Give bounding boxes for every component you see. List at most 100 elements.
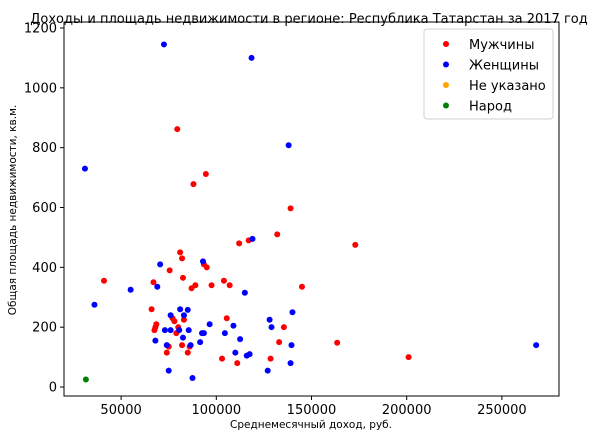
x-axis-label: Среднемесячный доход, руб. <box>230 419 392 431</box>
data-point-series-0 <box>287 205 294 212</box>
data-point-series-1 <box>167 312 174 319</box>
data-point-series-0 <box>153 321 160 328</box>
data-point-series-1 <box>167 327 174 334</box>
data-point-series-1 <box>179 334 186 341</box>
data-point-series-0 <box>163 349 170 356</box>
y-tick-label: 400 <box>32 261 57 276</box>
data-point-series-1 <box>81 165 88 172</box>
data-point-series-1 <box>163 342 170 349</box>
data-point-series-1 <box>127 286 134 293</box>
x-tick-label: 50000 <box>100 403 141 418</box>
legend-box <box>423 28 554 120</box>
data-point-series-1 <box>197 339 204 346</box>
chart-title: Доходы и площадь недвижимости в регионе:… <box>30 12 588 27</box>
data-point-series-1 <box>180 312 187 319</box>
data-point-series-1 <box>184 306 191 313</box>
data-point-series-0 <box>276 339 283 346</box>
legend-marker <box>443 61 449 68</box>
data-point-series-0 <box>220 277 227 284</box>
data-point-series-0 <box>226 282 233 289</box>
data-point-series-0 <box>219 355 226 362</box>
data-point-series-1 <box>189 375 196 382</box>
legend-label: Не указано <box>469 79 546 94</box>
legend-marker <box>443 102 449 109</box>
data-point-series-1 <box>241 289 248 296</box>
data-point-series-0 <box>274 231 281 238</box>
data-point-series-1 <box>248 54 255 61</box>
y-tick-label: 600 <box>32 201 57 216</box>
x-tick-label: 100000 <box>191 403 241 418</box>
data-point-series-1 <box>177 306 184 313</box>
data-point-series-1 <box>285 142 292 149</box>
data-point-series-1 <box>154 283 161 290</box>
x-tick-label: 150000 <box>287 403 337 418</box>
data-point-series-1 <box>176 327 183 334</box>
y-tick-label: 1000 <box>24 81 57 96</box>
data-point-series-1 <box>237 336 244 343</box>
y-tick-label: 0 <box>49 381 57 396</box>
legend-label: Народ <box>469 100 512 115</box>
data-point-series-0 <box>298 283 305 290</box>
plot-points <box>81 41 540 383</box>
legend-label: Женщины <box>469 59 539 74</box>
data-point-series-0 <box>236 240 243 247</box>
data-point-series-1 <box>165 367 172 374</box>
y-tick-label: 200 <box>32 321 57 336</box>
data-point-series-0 <box>100 277 107 284</box>
y-axis: 0 200 400 600 800 1000 1200 <box>24 21 64 396</box>
data-point-series-0 <box>150 279 157 286</box>
data-point-series-3 <box>82 376 89 383</box>
data-point-series-0 <box>177 249 184 256</box>
data-point-series-0 <box>171 318 178 325</box>
data-point-series-0 <box>179 342 186 349</box>
data-point-series-0 <box>180 316 187 323</box>
data-point-series-1 <box>185 327 192 334</box>
y-tick-label: 800 <box>32 141 57 156</box>
data-point-series-0 <box>202 170 209 177</box>
data-point-series-1 <box>152 337 159 344</box>
data-point-series-1 <box>187 342 194 349</box>
data-point-series-1 <box>91 301 98 308</box>
legend-label: Мужчины <box>469 38 535 53</box>
data-point-series-1 <box>266 316 273 323</box>
data-point-series-1 <box>160 41 167 48</box>
data-point-series-1 <box>287 360 294 367</box>
data-point-series-1 <box>206 321 213 328</box>
data-point-series-1 <box>221 330 228 337</box>
data-point-series-1 <box>268 324 275 331</box>
x-tick-label: 250000 <box>477 403 527 418</box>
data-point-series-1 <box>200 330 207 337</box>
data-point-series-1 <box>232 349 239 356</box>
y-tick-label: 1200 <box>24 21 57 36</box>
data-point-series-1 <box>246 351 253 358</box>
data-point-series-1 <box>161 327 168 334</box>
data-point-series-1 <box>249 235 256 242</box>
legend-marker <box>443 41 449 47</box>
data-point-series-0 <box>352 241 359 248</box>
data-point-series-0 <box>179 274 186 281</box>
data-point-series-0 <box>234 360 241 367</box>
data-point-series-0 <box>223 315 230 322</box>
data-point-series-1 <box>264 367 271 374</box>
data-point-series-1 <box>157 261 164 268</box>
data-point-series-0 <box>148 306 155 313</box>
data-point-series-0 <box>166 267 173 274</box>
data-point-series-0 <box>192 282 199 289</box>
data-point-series-0 <box>190 181 197 188</box>
data-point-series-1 <box>289 309 296 316</box>
data-point-series-0 <box>267 355 274 362</box>
legend-marker <box>443 82 449 88</box>
data-point-series-1 <box>288 342 295 349</box>
data-point-series-0 <box>405 354 412 361</box>
y-axis-label: Общая площадь недвижимости, кв.м. <box>7 105 19 316</box>
data-point-series-0 <box>179 255 186 262</box>
data-point-series-0 <box>184 349 191 356</box>
legend: Мужчины Женщины Не указано Народ <box>423 28 554 120</box>
data-point-series-1 <box>533 342 540 349</box>
x-tick-label: 200000 <box>382 403 432 418</box>
data-point-series-0 <box>334 339 341 346</box>
x-axis: 50000 100000 150000 200000 250000 <box>100 396 527 418</box>
data-point-series-0 <box>203 264 210 271</box>
data-point-series-0 <box>174 126 181 133</box>
